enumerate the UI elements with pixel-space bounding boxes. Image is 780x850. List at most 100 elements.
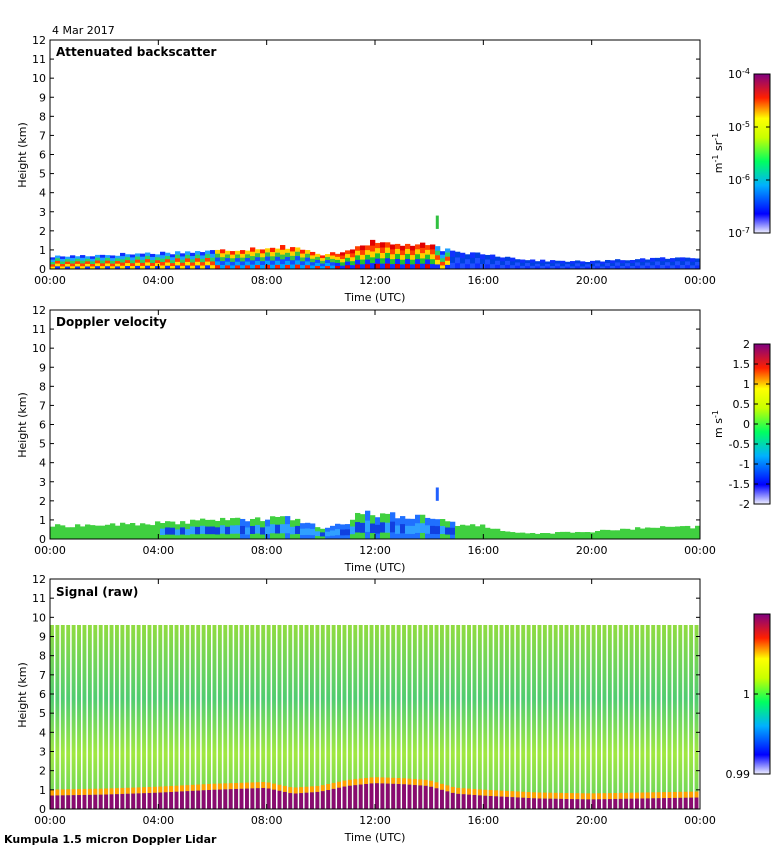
backscatter-cell [385, 263, 391, 270]
backscatter-cell [665, 258, 671, 263]
backscatter-cell [540, 262, 546, 267]
backscatter-cell [590, 260, 596, 264]
backscatter-cell [250, 256, 256, 261]
signal-column [169, 625, 174, 809]
signal-surface-layer [412, 785, 417, 809]
backscatter-cell [295, 256, 301, 261]
backscatter-cell [340, 258, 346, 263]
backscatter-cell [140, 256, 146, 261]
velocity-cell [90, 525, 96, 539]
backscatter-cell [330, 265, 336, 270]
backscatter-cell [465, 264, 471, 270]
backscatter-cell [170, 254, 176, 258]
velocity-cell [130, 523, 136, 539]
x-tick-label: 04:00 [142, 814, 174, 827]
backscatter-cell [65, 264, 71, 267]
signal-layer-edge [299, 787, 304, 794]
backscatter-cell [95, 254, 101, 258]
signal-surface-layer [217, 789, 222, 809]
backscatter-cell [335, 256, 341, 261]
velocity-cell [455, 525, 461, 539]
backscatter-cell [185, 251, 191, 256]
signal-layer-edge [190, 784, 195, 791]
backscatter-cell [235, 254, 241, 259]
velocity-cell [85, 524, 91, 539]
backscatter-cell [245, 254, 251, 259]
backscatter-cell [115, 261, 121, 265]
signal-surface-layer [180, 791, 184, 809]
backscatter-cell [415, 244, 421, 250]
signal-surface-layer [472, 795, 477, 809]
signal-layer-edge [461, 788, 466, 795]
signal-column [255, 625, 260, 809]
backscatter-cell [135, 256, 141, 260]
signal-column [662, 625, 666, 809]
backscatter-cell [160, 265, 166, 270]
backscatter-cell [300, 257, 306, 262]
backscatter-cell [130, 263, 136, 267]
colorbar-tick-label: 1 [743, 688, 750, 701]
backscatter-cell [235, 250, 241, 255]
x-tick-label: 12:00 [359, 274, 391, 287]
colorbar-ticks: 10.99 [726, 688, 770, 781]
backscatter-cell [435, 255, 441, 261]
signal-surface-layer [326, 790, 331, 809]
x-tick-label: 00:00 [34, 544, 66, 557]
velocity-cell [160, 528, 166, 535]
backscatter-cell [70, 266, 76, 270]
backscatter-cell [255, 253, 261, 258]
backscatter-cell [430, 254, 436, 260]
backscatter-cell [580, 261, 586, 265]
backscatter-cell [55, 260, 61, 264]
backscatter-cell [390, 264, 396, 270]
backscatter-cell [80, 263, 86, 267]
backscatter-cell [550, 266, 556, 270]
signal-column [586, 625, 591, 809]
signal-layer-edge [645, 792, 650, 799]
backscatter-cell [605, 262, 611, 267]
backscatter-cell [310, 258, 316, 263]
signal-layer-edge [689, 791, 694, 798]
backscatter-cell [555, 260, 561, 264]
signal-column [602, 625, 607, 809]
signal-surface-layer [277, 790, 282, 809]
signal-layer-edge [196, 784, 201, 791]
backscatter-cell [235, 265, 241, 270]
backscatter-cell [245, 250, 251, 255]
velocity-cell [255, 524, 261, 534]
colorbar-tick-label: 0.99 [726, 768, 751, 781]
signal-column [597, 625, 601, 809]
backscatter-cell [300, 249, 306, 254]
backscatter-cell [260, 261, 266, 266]
signal-layer-edge [255, 782, 260, 789]
backscatter-cell [590, 266, 596, 270]
backscatter-cell [300, 265, 306, 270]
signal-surface-layer [586, 799, 591, 809]
signal-layer-edge [521, 791, 526, 798]
signal-surface-layer [570, 799, 574, 809]
backscatter-cell [125, 257, 131, 261]
x-tick-label: 12:00 [359, 814, 391, 827]
velocity-cell [680, 526, 686, 539]
y-tick-label: 10 [32, 72, 46, 85]
backscatter-cell [210, 253, 216, 258]
backscatter-cell [105, 263, 111, 267]
backscatter-cell [380, 263, 386, 270]
signal-column [82, 625, 87, 809]
backscatter-cell [165, 262, 171, 267]
signal-surface-layer [342, 786, 347, 809]
backscatter-cell [575, 266, 581, 270]
backscatter-cell [110, 263, 116, 267]
backscatter-cell [690, 265, 696, 270]
backscatter-cell [80, 257, 86, 261]
backscatter-cell [315, 253, 321, 258]
velocity-cell [670, 526, 676, 539]
signal-column [375, 625, 379, 809]
backscatter-cell [320, 263, 326, 267]
x-tick-label: 00:00 [34, 814, 66, 827]
colorbar: 10-4 10-5 10-6 10-7 m-1 sr-1 [711, 67, 771, 240]
signal-layer-edge [423, 779, 428, 786]
backscatter-cell [585, 264, 591, 267]
colorbar-unit: m s-1 [711, 410, 726, 438]
